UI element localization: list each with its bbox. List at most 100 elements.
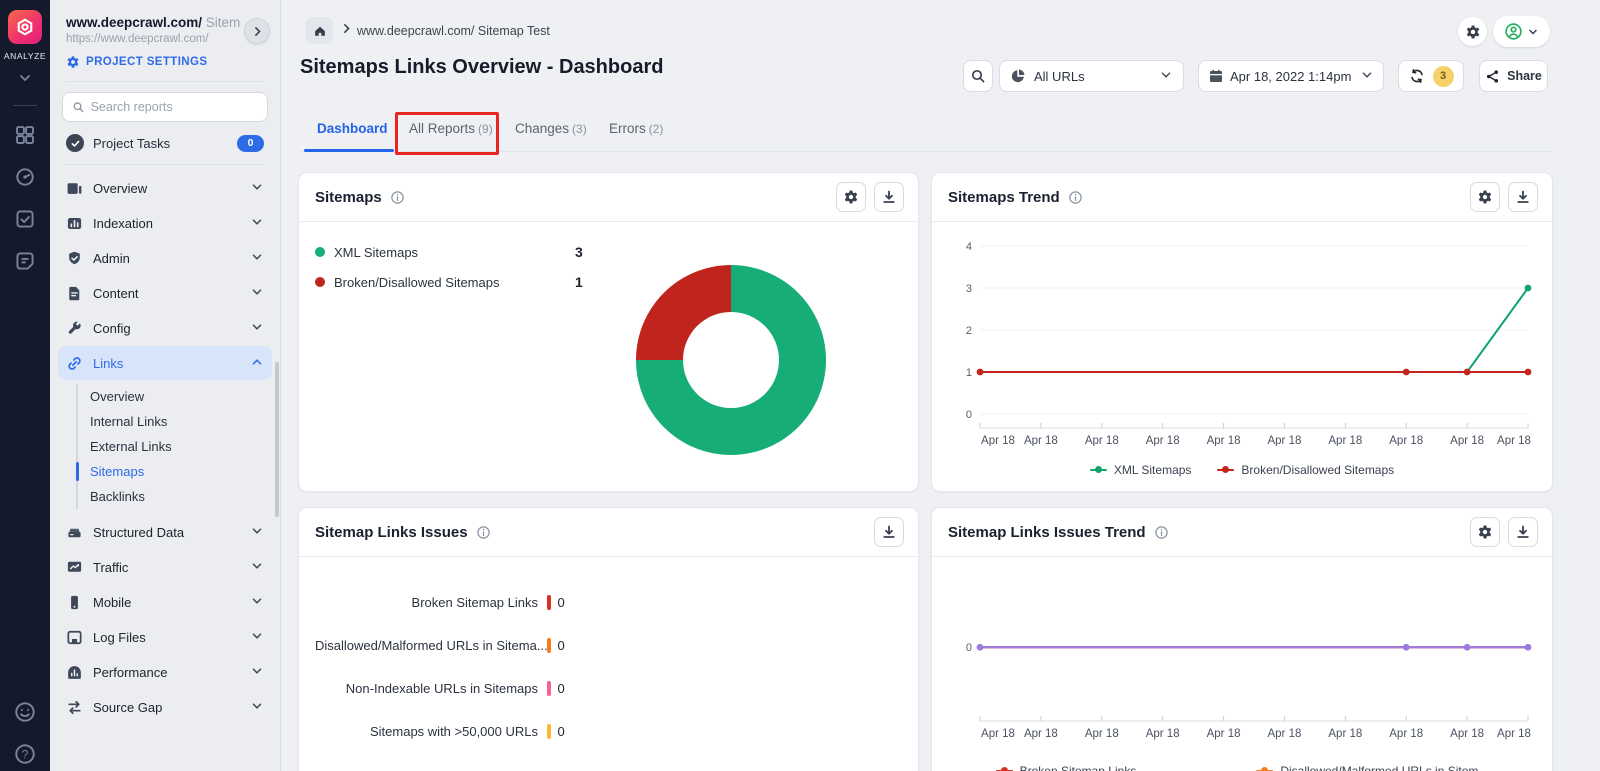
- info-icon[interactable]: [476, 525, 491, 540]
- subnav-item-backlinks[interactable]: Backlinks: [78, 484, 280, 509]
- info-icon[interactable]: [390, 190, 405, 205]
- svg-text:Apr 18: Apr 18: [1389, 728, 1423, 740]
- sidebar-item-admin[interactable]: Admin: [58, 241, 272, 275]
- rail-apps-icon[interactable]: [12, 122, 38, 148]
- sidebar-item-performance[interactable]: Performance: [58, 655, 272, 689]
- home-button[interactable]: [306, 17, 333, 44]
- tab-all-reports[interactable]: All Reports(9): [409, 121, 493, 136]
- chevron-down-icon: [1159, 68, 1173, 85]
- svg-text:Apr 18: Apr 18: [1085, 435, 1119, 446]
- sitemaps-trend-chart: 01234Apr 18Apr 18Apr 18Apr 18Apr 18Apr 1…: [948, 232, 1536, 477]
- card-settings-button[interactable]: [1470, 182, 1500, 212]
- issue-bar-1: [547, 638, 551, 653]
- rail-analyze-label: ANALYZE: [4, 51, 46, 61]
- svg-text:Apr 18: Apr 18: [1024, 728, 1058, 740]
- chevron-down-icon: [250, 629, 264, 646]
- sidebar-item-links[interactable]: Links: [58, 346, 272, 380]
- card-download-button[interactable]: [1508, 182, 1538, 212]
- sidebar-item-config[interactable]: Config: [58, 311, 272, 345]
- subnav-item-sitemaps[interactable]: Sitemaps: [78, 459, 280, 484]
- legend-dot-broken: [315, 277, 325, 287]
- card-settings-button[interactable]: [1470, 517, 1500, 547]
- card-download-button[interactable]: [874, 182, 904, 212]
- chevron-down-icon: [250, 250, 264, 267]
- url-filter-value: All URLs: [1034, 69, 1085, 84]
- project-settings-link[interactable]: PROJECT SETTINGS: [66, 55, 264, 69]
- sidebar-item-content[interactable]: Content: [58, 276, 272, 310]
- issue-row[interactable]: Broken Sitemap Links 0: [315, 591, 565, 613]
- share-button[interactable]: Share: [1479, 60, 1548, 92]
- info-icon[interactable]: [1068, 190, 1083, 205]
- rail-chevron-down-icon[interactable]: [12, 65, 38, 91]
- tab-errors[interactable]: Errors(2): [609, 121, 663, 136]
- issue-row[interactable]: Non-Indexable URLs in Sitemaps 0: [315, 677, 565, 699]
- subnav-item-external-links[interactable]: External Links: [78, 434, 280, 459]
- card-settings-button[interactable]: [836, 182, 866, 212]
- sidebar: www.deepcrawl.com/ Sitem https://www.dee…: [50, 0, 281, 771]
- share-label: Share: [1507, 69, 1542, 83]
- rail-notes-icon[interactable]: [12, 248, 38, 274]
- svg-text:3: 3: [966, 283, 972, 295]
- sidebar-item-overview[interactable]: Overview: [58, 171, 272, 205]
- sidebar-scrollbar[interactable]: [275, 362, 279, 517]
- search-button[interactable]: [963, 60, 993, 92]
- config-wrench-icon: [66, 320, 83, 337]
- settings-gear-button[interactable]: [1458, 17, 1487, 46]
- breadcrumb[interactable]: www.deepcrawl.com/ Sitemap Test: [357, 24, 550, 38]
- sidebar-item-traffic[interactable]: Traffic: [58, 550, 272, 584]
- issue-row[interactable]: Sitemaps with >50,000 URLs 0: [315, 720, 565, 742]
- gear-icon: [843, 189, 859, 205]
- help-icon[interactable]: ?: [12, 741, 38, 767]
- tab-dashboard[interactable]: Dashboard: [317, 121, 388, 136]
- issues-card-header: Sitemap Links Issues: [299, 508, 918, 557]
- home-icon: [313, 24, 327, 38]
- deepcrawl-logo-icon[interactable]: [8, 10, 42, 44]
- sidebar-item-indexation[interactable]: Indexation: [58, 206, 272, 240]
- crawl-date-value: Apr 18, 2022 1:14pm: [1230, 69, 1351, 84]
- issue-bar-2: [547, 681, 551, 696]
- crawl-date-select[interactable]: Apr 18, 2022 1:14pm: [1198, 60, 1384, 92]
- admin-shield-icon: [66, 250, 83, 267]
- feedback-smiley-icon[interactable]: [12, 699, 38, 725]
- sidebar-item-structured-data[interactable]: Structured Data: [58, 515, 272, 549]
- pie-icon: [1010, 68, 1026, 84]
- deepcrawl-dashboard: ANALYZE ? www.deepcrawl.com/ Sitem: [0, 0, 1600, 771]
- subnav-item-overview[interactable]: Overview: [78, 384, 280, 409]
- project-tasks-item[interactable]: Project Tasks 0: [62, 132, 268, 154]
- search-reports-input[interactable]: [91, 100, 258, 114]
- card-download-button[interactable]: [1508, 517, 1538, 547]
- chevron-down-icon: [1527, 26, 1539, 38]
- performance-icon: [66, 664, 83, 681]
- sitemap-links-issues-card: Sitemap Links Issues Broken Sitemap Link…: [298, 507, 919, 771]
- avatar-icon: [1504, 22, 1523, 41]
- svg-text:1: 1: [966, 367, 972, 379]
- source-gap-arrows-icon: [66, 699, 83, 716]
- refresh-icon: [1409, 68, 1425, 84]
- issue-row[interactable]: Disallowed/Malformed URLs in Sitema... 0: [315, 634, 565, 656]
- svg-text:?: ?: [22, 748, 29, 762]
- rail-gauge-icon[interactable]: [12, 164, 38, 190]
- legend-item: XML Sitemaps 3: [315, 241, 615, 263]
- card-download-button[interactable]: [874, 517, 904, 547]
- refresh-button[interactable]: 3: [1398, 60, 1464, 92]
- sitemaps-card: Sitemaps XML Sitemaps 3 Broken/Disallowe…: [298, 172, 919, 492]
- search-reports-box[interactable]: [62, 92, 268, 122]
- svg-text:0: 0: [966, 409, 972, 421]
- rail-tasks-icon[interactable]: [12, 206, 38, 232]
- sidebar-item-log-files[interactable]: Log Files: [58, 620, 272, 654]
- svg-text:Apr 18: Apr 18: [1328, 728, 1362, 740]
- svg-text:Apr 18: Apr 18: [1497, 435, 1531, 446]
- project-url: https://www.deepcrawl.com/: [66, 33, 264, 45]
- info-icon[interactable]: [1154, 525, 1169, 540]
- url-filter-select[interactable]: All URLs: [999, 60, 1184, 92]
- log-files-icon: [66, 629, 83, 646]
- divider: [66, 81, 264, 82]
- project-expand-button[interactable]: [244, 18, 270, 44]
- account-menu[interactable]: [1493, 16, 1550, 47]
- tab-changes[interactable]: Changes(3): [515, 121, 587, 136]
- sidebar-item-source-gap[interactable]: Source Gap: [58, 690, 272, 724]
- sidebar-item-mobile[interactable]: Mobile: [58, 585, 272, 619]
- main-content: www.deepcrawl.com/ Sitemap Test Sitemaps…: [281, 0, 1600, 771]
- chevron-down-icon: [250, 180, 264, 197]
- subnav-item-internal-links[interactable]: Internal Links: [78, 409, 280, 434]
